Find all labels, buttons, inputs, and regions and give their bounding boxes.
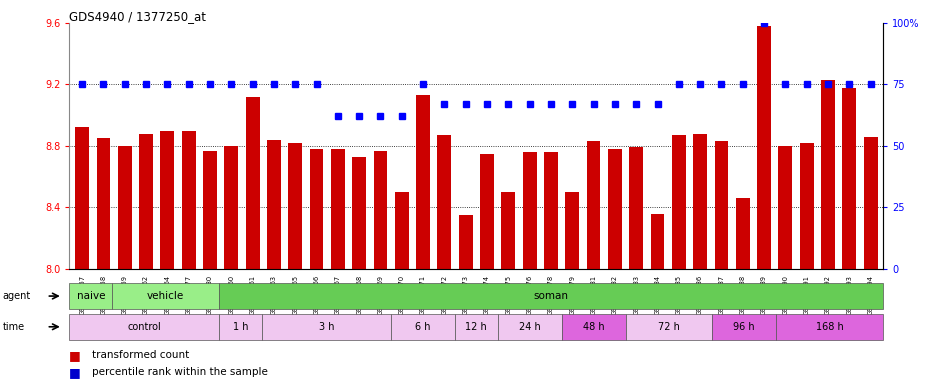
Bar	[246, 97, 260, 269]
Text: ■: ■	[69, 349, 81, 362]
Text: 168 h: 168 h	[816, 322, 844, 332]
Text: 24 h: 24 h	[519, 322, 541, 332]
Bar	[374, 151, 388, 269]
Bar	[843, 88, 857, 269]
Bar	[779, 146, 793, 269]
Bar	[800, 143, 814, 269]
Bar	[69, 283, 112, 309]
Text: soman: soman	[534, 291, 569, 301]
Text: 6 h: 6 h	[415, 322, 430, 332]
Bar	[117, 146, 131, 269]
Text: transformed count: transformed count	[92, 350, 190, 360]
Bar	[262, 314, 390, 340]
Bar	[395, 192, 409, 269]
Bar	[267, 140, 281, 269]
Text: 1 h: 1 h	[233, 322, 249, 332]
Bar	[586, 141, 600, 269]
Text: agent: agent	[3, 291, 31, 301]
Bar	[562, 314, 626, 340]
Bar	[864, 137, 878, 269]
Bar	[459, 215, 473, 269]
Bar	[650, 214, 664, 269]
Bar	[821, 80, 835, 269]
Bar	[523, 152, 536, 269]
Bar	[352, 157, 366, 269]
Text: percentile rank within the sample: percentile rank within the sample	[92, 367, 268, 377]
Bar	[96, 138, 110, 269]
Bar	[776, 314, 883, 340]
Bar	[629, 147, 643, 269]
Bar	[438, 135, 451, 269]
Bar	[498, 314, 562, 340]
Bar	[544, 152, 558, 269]
Bar	[735, 198, 749, 269]
Bar	[219, 314, 262, 340]
Text: GDS4940 / 1377250_at: GDS4940 / 1377250_at	[69, 10, 206, 23]
Bar	[310, 149, 324, 269]
Bar	[160, 131, 174, 269]
Bar	[139, 134, 153, 269]
Text: vehicle: vehicle	[147, 291, 184, 301]
Bar	[112, 283, 219, 309]
Bar	[626, 314, 712, 340]
Bar	[712, 314, 776, 340]
Text: 12 h: 12 h	[465, 322, 487, 332]
Text: naive: naive	[77, 291, 105, 301]
Bar	[289, 143, 302, 269]
Bar	[608, 149, 622, 269]
Bar	[390, 314, 455, 340]
Text: control: control	[128, 322, 161, 332]
Bar	[714, 141, 728, 269]
Bar	[416, 95, 430, 269]
Bar	[565, 192, 579, 269]
Bar	[204, 151, 217, 269]
Bar	[501, 192, 515, 269]
Bar	[455, 314, 498, 340]
Bar	[219, 283, 883, 309]
Bar	[693, 134, 707, 269]
Bar	[225, 146, 239, 269]
Text: 72 h: 72 h	[659, 322, 680, 332]
Bar	[331, 149, 345, 269]
Bar	[69, 314, 219, 340]
Bar	[480, 154, 494, 269]
Text: 48 h: 48 h	[584, 322, 605, 332]
Text: ■: ■	[69, 366, 81, 379]
Bar	[758, 26, 771, 269]
Bar	[182, 131, 195, 269]
Text: 3 h: 3 h	[319, 322, 334, 332]
Text: 96 h: 96 h	[734, 322, 755, 332]
Text: time: time	[3, 322, 25, 332]
Bar	[75, 127, 89, 269]
Bar	[672, 135, 685, 269]
